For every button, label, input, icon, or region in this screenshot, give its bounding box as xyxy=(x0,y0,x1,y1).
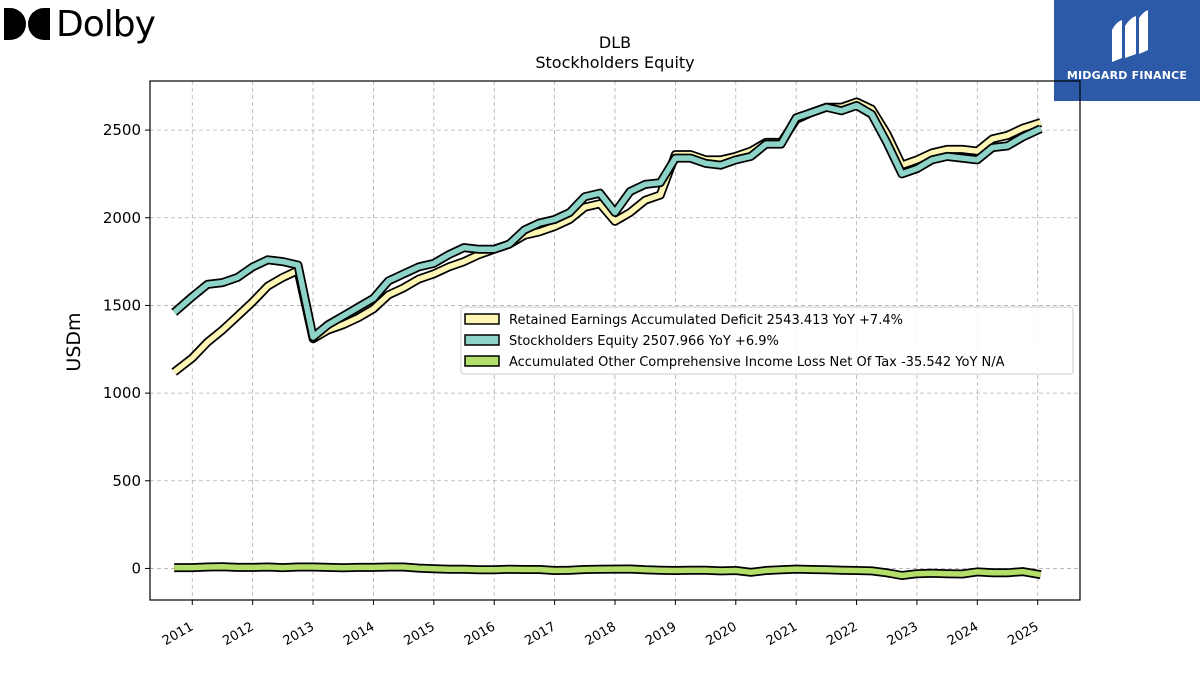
dolby-double-d-icon xyxy=(4,8,50,40)
series-line-2 xyxy=(174,563,1042,579)
legend-box xyxy=(460,306,1074,375)
x-tick-label: 2020 xyxy=(703,619,739,649)
x-tick-label: 2011 xyxy=(160,619,196,649)
x-tick-label: 2023 xyxy=(885,619,921,649)
y-axis-label: USDm xyxy=(63,312,85,371)
dolby-logo-text: Dolby xyxy=(56,3,156,45)
x-tick-label: 2015 xyxy=(402,619,438,649)
x-tick-label: 2018 xyxy=(583,619,619,649)
x-tick-label: 2022 xyxy=(824,619,860,649)
x-tick-label: 2025 xyxy=(1005,619,1041,649)
y-tick-label: 500 xyxy=(112,472,141,490)
midgard-finance-logo: MIDGARD FINANCE xyxy=(1054,0,1200,101)
y-tick-label: 2500 xyxy=(103,121,141,139)
midgard-emblem-icon xyxy=(1112,10,1148,62)
y-tick-label: 1500 xyxy=(103,296,141,314)
legend-label: Accumulated Other Comprehensive Income L… xyxy=(509,355,1005,370)
x-tick-label: 2012 xyxy=(220,619,256,649)
legend-swatch xyxy=(464,334,500,346)
chart-title: DLB xyxy=(599,33,631,52)
x-tick-label: 2021 xyxy=(764,619,800,649)
x-tick-label: 2014 xyxy=(341,619,377,649)
legend: Retained Earnings Accumulated Deficit 25… xyxy=(460,306,1074,375)
y-tick-label: 0 xyxy=(131,559,141,577)
y-tick-label: 1000 xyxy=(103,384,141,402)
legend-swatch xyxy=(464,355,500,367)
y-tick-label: 2000 xyxy=(103,209,141,227)
series-layer xyxy=(171,97,1043,580)
legend-label: Retained Earnings Accumulated Deficit 25… xyxy=(509,313,903,328)
x-tick-label: 2016 xyxy=(462,619,498,649)
brand-name: MIDGARD FINANCE xyxy=(1066,69,1188,82)
series-line-1 xyxy=(172,102,1042,340)
legend-label: Stockholders Equity 2507.966 YoY +6.9% xyxy=(509,334,779,349)
legend-swatch xyxy=(464,313,500,325)
x-tick-label: 2024 xyxy=(945,619,981,649)
y-axis: 0 500 1000 1500 2000 2500 xyxy=(103,121,150,577)
x-tick-label: 2019 xyxy=(643,619,679,649)
x-axis: 2011 2012 2013 2014 2015 2016 2017 2018 2019 2020… xyxy=(160,600,1042,649)
chart-subtitle: Stockholders Equity xyxy=(535,53,694,72)
x-tick-label: 2017 xyxy=(522,619,558,649)
dolby-logo: Dolby xyxy=(4,2,156,46)
x-tick-label: 2013 xyxy=(281,619,317,649)
